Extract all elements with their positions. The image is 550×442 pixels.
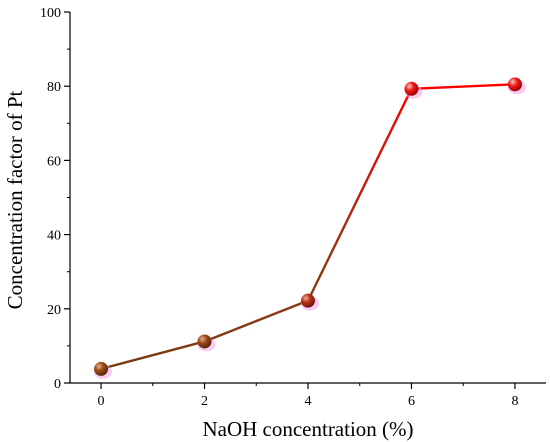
data-series bbox=[94, 77, 526, 379]
y-tick-label: 80 bbox=[47, 80, 61, 95]
x-axis-ticks: 0 2 4 6 8 bbox=[98, 383, 518, 409]
x-tick-label: 2 bbox=[201, 394, 208, 409]
x-tick-label: 0 bbox=[98, 394, 105, 409]
y-tick-label: 20 bbox=[47, 303, 61, 318]
x-tick-label: 6 bbox=[408, 394, 415, 409]
y-tick-label: 100 bbox=[40, 6, 61, 21]
x-tick-label: 4 bbox=[305, 394, 312, 409]
x-tick-label: 8 bbox=[511, 394, 518, 409]
y-tick-label: 60 bbox=[47, 154, 61, 169]
y-tick-label: 40 bbox=[47, 229, 61, 244]
plot-frame bbox=[69, 12, 546, 384]
data-point bbox=[94, 361, 109, 376]
data-point bbox=[404, 81, 419, 96]
data-point bbox=[197, 334, 212, 349]
y-tick-label: 0 bbox=[54, 377, 61, 392]
data-point bbox=[507, 77, 522, 92]
y-axis-ticks: 0 20 40 60 80 100 bbox=[40, 6, 70, 392]
y-axis-title: Concentration factor of Pt bbox=[3, 90, 27, 309]
series-line bbox=[100, 83, 516, 371]
data-point bbox=[301, 293, 315, 308]
x-axis-title: NaOH concentration (%) bbox=[202, 417, 413, 441]
